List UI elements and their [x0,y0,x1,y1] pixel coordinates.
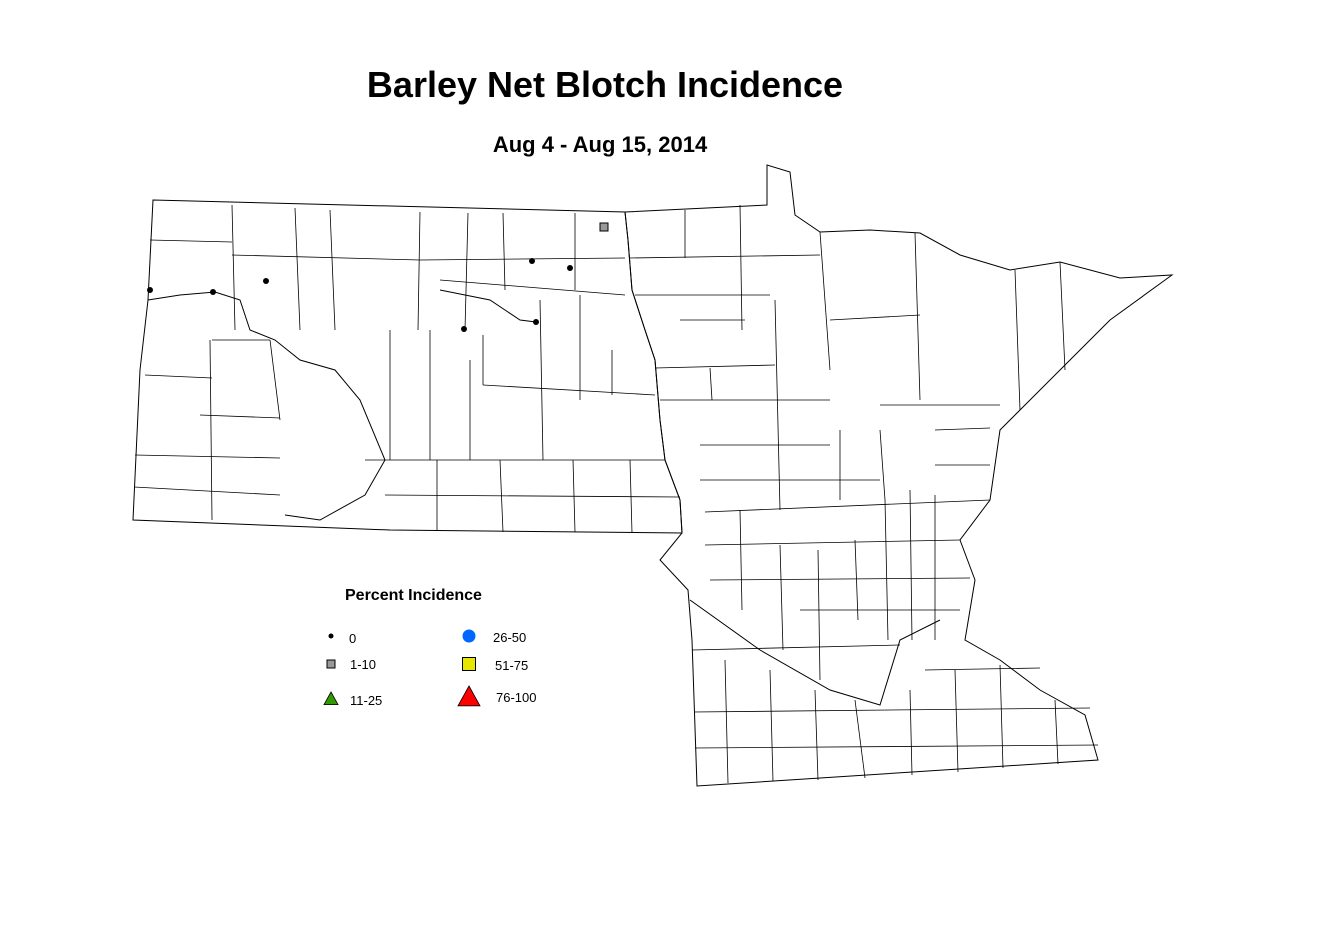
county-boundary [384,494,681,498]
legend-title: Percent Incidence [345,587,482,604]
county-boundary [231,254,421,261]
county-boundary [739,509,743,611]
county-boundary [629,254,821,259]
county-boundary [909,689,913,776]
legend-label-76-100: 76-100 [496,690,537,705]
county-boundary [739,204,743,331]
county-boundary [924,667,1041,671]
county-boundary [829,314,921,321]
observation-marker [567,265,573,271]
county-boundary [329,209,336,331]
county-boundary [269,339,281,421]
legend-symbol-circle [462,629,476,643]
county-boundary [1014,269,1021,411]
north-dakota-outline [132,199,683,534]
minnesota-outline [624,164,1174,787]
map-title: Barley Net Blotch Incidence [366,64,844,105]
lake-sakakawea [439,289,537,323]
county-boundary [704,499,991,513]
legend-symbol-triangle [323,691,339,705]
county-boundary [954,669,959,773]
county-boundary [693,707,1091,713]
legend-label-1-10: 1-10 [350,657,377,672]
county-boundary [854,699,866,779]
county-boundary [709,367,713,401]
county-boundary [691,644,901,651]
county-boundary [294,207,301,331]
legend-symbol-square [326,659,336,669]
county-boundary [909,489,913,641]
observation-marker [529,258,535,264]
county-boundary [482,384,656,396]
legend-label-0: 0 [349,631,357,646]
county-boundary [879,429,886,501]
county-boundary [134,454,281,459]
county-boundary [199,414,281,419]
county-boundary [769,669,774,782]
county-boundary [144,374,213,379]
county-boundary [464,212,469,331]
observation-marker [461,326,467,332]
county-boundary [774,299,781,511]
county-boundary [539,299,544,461]
county-boundary [419,257,626,261]
legend-symbol-square [462,657,476,671]
observation-marker [533,319,539,325]
county-boundary [724,659,729,784]
observation-marker [599,222,609,232]
observation-marker [147,287,153,293]
minnesota-river [689,599,941,706]
county-boundary [817,549,821,681]
county-boundary [149,239,233,243]
county-boundary [704,539,961,546]
county-boundary [709,577,971,581]
legend-label-26-50: 26-50 [493,630,527,645]
county-boundary [439,279,626,296]
county-boundary [1059,261,1066,371]
county-boundary [654,364,776,369]
county-boundary [502,212,506,291]
missouri-river [147,291,386,521]
legend-symbol-triangle [457,685,481,707]
legend-label-51-75: 51-75 [495,658,529,673]
county-boundary [884,499,889,641]
county-boundary [779,544,784,651]
observation-marker [263,278,269,284]
county-boundary [914,232,921,401]
county-boundary [694,744,1099,749]
county-boundary [999,664,1004,769]
county-boundary [417,211,421,331]
legend-symbol-small-dot [328,633,334,639]
county-boundary [814,689,819,781]
legend-label-11-25: 11-25 [350,693,383,708]
county-boundary [854,539,859,621]
observation-marker [210,289,216,295]
county-boundary [1054,699,1059,765]
county-boundary [934,427,991,431]
county-boundary [133,486,281,496]
map-subtitle: Aug 4 - Aug 15, 2014 [492,132,708,157]
county-boundary [209,339,213,521]
county-boundary [819,231,831,371]
county-boundary [231,204,236,331]
